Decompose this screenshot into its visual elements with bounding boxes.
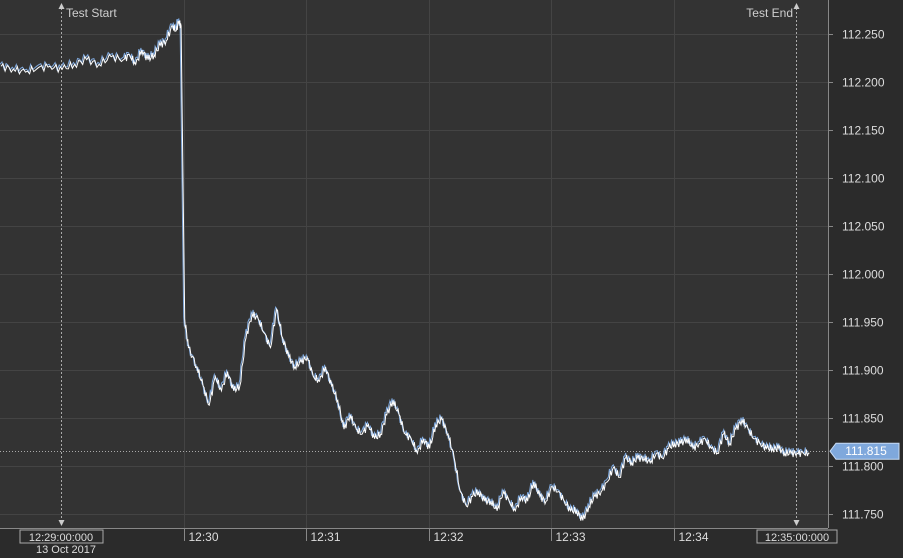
y-tick-label: 112.100 [842, 172, 885, 186]
y-tick-label: 112.200 [842, 76, 885, 90]
price-series [0, 18, 810, 521]
ask-price-line [0, 20, 810, 521]
test-markers [0, 3, 828, 526]
x-axis-ticks: 12:30 12:31 12:32 12:33 12:34 [184, 528, 709, 544]
x-start-box: 12:29:00:000 [19, 529, 104, 544]
grid-lines [0, 0, 828, 528]
test-start-arrow-bottom [58, 520, 65, 526]
x-tick-label: 12:32 [434, 530, 464, 544]
current-price-tag: 111.815 [829, 442, 900, 460]
x-end-box: 12:35:00:000 [756, 529, 838, 544]
x-tick-label: 12:34 [679, 530, 709, 544]
test-end-label: Test End [746, 6, 793, 20]
y-tick-label: 111.950 [842, 316, 884, 330]
current-price-label: 111.815 [845, 444, 887, 458]
x-start-box-label: 12:29:00:000 [29, 532, 93, 544]
y-tick-label: 111.900 [842, 364, 884, 378]
x-tick-label: 12:33 [556, 530, 586, 544]
test-end-arrow-bottom [793, 520, 800, 526]
test-start-label: Test Start [66, 6, 117, 20]
y-axis-panel [828, 0, 903, 528]
x-axis-panel [0, 528, 903, 558]
test-end-arrow-top [793, 3, 800, 9]
x-end-box-label: 12:35:00:000 [765, 532, 829, 544]
y-axis-ticks: 111.750 111.800 111.850 111.900 111.950 112.0… [828, 28, 885, 522]
y-tick-label: 112.000 [842, 268, 885, 282]
test-start-arrow-top [58, 3, 65, 9]
current-price-tag-shape [829, 442, 900, 460]
x-tick-label: 12:31 [311, 530, 341, 544]
y-tick-label: 111.750 [842, 508, 884, 522]
y-tick-label: 111.800 [842, 460, 884, 474]
y-tick-label: 112.050 [842, 220, 885, 234]
y-tick-label: 112.250 [842, 28, 885, 42]
x-tick-label: 12:30 [189, 530, 219, 544]
date-label: 13 Oct 2017 [36, 544, 96, 556]
y-tick-label: 111.850 [842, 412, 884, 426]
bid-price-line [0, 18, 809, 519]
y-tick-label: 112.150 [842, 124, 885, 138]
plot-background [0, 0, 828, 528]
